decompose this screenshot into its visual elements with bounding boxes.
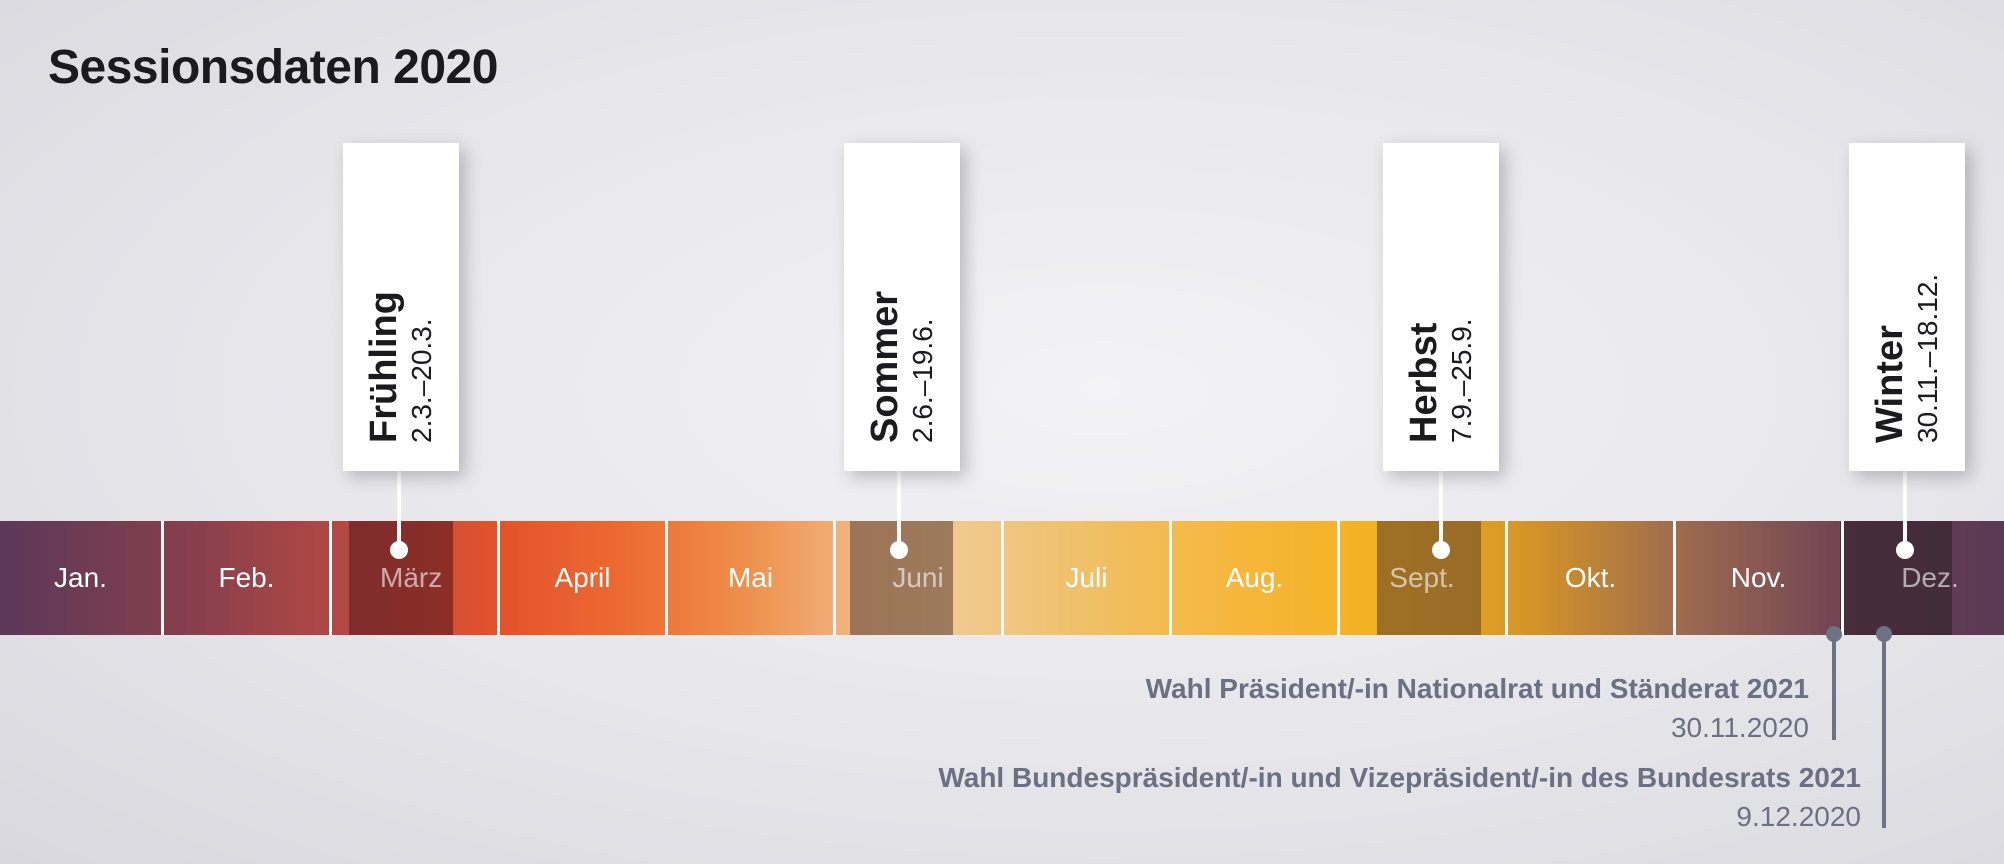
session-stem [397,471,401,551]
month-label-sept: Sept. [1389,562,1455,593]
month-separator [329,521,332,635]
month-label-maerz: März [380,562,443,593]
month-separator [497,521,500,635]
session-dates: 30.11.–18.12. [1912,273,1943,443]
session-season: Sommer [864,290,906,443]
session-card-fruehling: Frühling 2.3.–20.3. [343,143,459,471]
session-card-text: Frühling 2.3.–20.3. [363,143,439,443]
event-date: 30.11.2020 [1670,712,1809,743]
month-separator [665,521,668,635]
session-season: Herbst [1403,322,1445,443]
event-title: Wahl Präsident/-in Nationalrat und Ständ… [1145,673,1809,704]
month-separator [833,521,836,635]
session-dates: 7.9.–25.9. [1446,318,1477,443]
month-label-nov: Nov. [1730,562,1787,593]
month-separator [1841,521,1844,635]
event-date: 9.12.2020 [1736,801,1861,832]
month-separator [161,521,164,635]
month-label-feb: Feb. [218,562,275,593]
month-label-juli: Juli [1065,562,1108,593]
month-label-okt: Okt. [1564,562,1617,593]
session-dates: 2.6.–19.6. [907,318,938,443]
month-separator [1169,521,1172,635]
session-stem [1903,471,1907,551]
month-label-aug: Aug. [1225,562,1284,593]
session-band-winter [1840,521,1952,635]
event-line-bundesrat [1882,634,1886,828]
event-title: Wahl Bundespräsident/-in und Vizepräside… [938,762,1861,793]
event-line-praesident [1832,634,1836,740]
month-separator [1001,521,1004,635]
session-card-text: Sommer 2.6.–19.6. [864,143,940,443]
session-card-text: Winter 30.11.–18.12. [1869,143,1945,443]
session-card-sommer: Sommer 2.6.–19.6. [844,143,960,471]
session-stem [1439,471,1443,551]
month-separator [1505,521,1508,635]
month-label-dez: Dez. [1901,562,1959,593]
session-band-fruehling [349,521,453,635]
session-season: Winter [1869,325,1911,443]
session-card-herbst: Herbst 7.9.–25.9. [1383,143,1499,471]
session-stem [897,471,901,551]
month-separator [1337,521,1340,635]
month-label-april: April [554,562,611,593]
page-title: Sessionsdaten 2020 [48,41,498,94]
month-label-jan: Jan. [54,562,107,593]
session-band-sommer [850,521,953,635]
month-label-mai: Mai [727,562,774,593]
session-dates: 2.3.–20.3. [406,318,437,443]
session-band-herbst [1377,521,1481,635]
month-separator [1673,521,1676,635]
session-season: Frühling [363,291,405,443]
month-label-juni: Juni [892,562,944,593]
month-timeline: Jan. Feb. März April Mai Juni Juli Aug. … [0,521,2004,635]
session-card-text: Herbst 7.9.–25.9. [1403,143,1479,443]
session-card-winter: Winter 30.11.–18.12. [1849,143,1965,471]
